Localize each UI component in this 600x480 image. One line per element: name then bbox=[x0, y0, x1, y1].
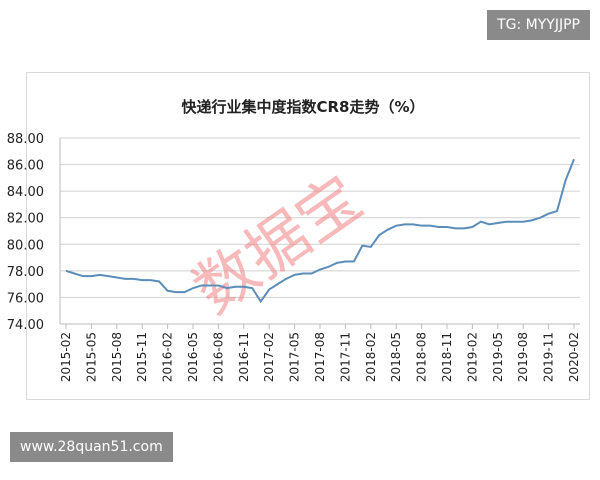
x-tick-label: 2017-02 bbox=[262, 332, 276, 382]
watermark-tg: TG: MYYJJPP bbox=[487, 10, 590, 40]
x-tick-label: 2018-05 bbox=[389, 332, 403, 382]
y-tick-label: 80.00 bbox=[7, 238, 44, 253]
y-tick-label: 88.00 bbox=[7, 132, 44, 147]
x-tick-label: 2018-02 bbox=[364, 332, 378, 382]
y-tick-label: 78.00 bbox=[7, 265, 44, 280]
chart-title: 快递行业集中度指数CR8走势（%） bbox=[181, 98, 424, 116]
y-tick-label: 82.00 bbox=[7, 212, 44, 227]
x-tick-label: 2017-05 bbox=[288, 332, 302, 382]
x-tick-label: 2019-05 bbox=[491, 332, 505, 382]
y-tick-label: 84.00 bbox=[7, 185, 44, 200]
x-tick-label: 2015-02 bbox=[59, 332, 73, 382]
watermark-site: www.28quan51.com bbox=[10, 432, 173, 462]
x-tick-label: 2015-05 bbox=[84, 332, 98, 382]
x-tick-label: 2015-11 bbox=[135, 332, 149, 382]
y-tick-label: 86.00 bbox=[7, 159, 44, 174]
x-tick-label: 2016-05 bbox=[186, 332, 200, 382]
chart-frame bbox=[26, 72, 590, 400]
x-tick-label: 2019-11 bbox=[542, 332, 556, 382]
x-tick-label: 2017-11 bbox=[338, 332, 352, 382]
series-line bbox=[65, 158, 575, 304]
y-tick-label: 76.00 bbox=[7, 291, 44, 306]
x-tick-label: 2018-08 bbox=[415, 332, 429, 382]
x-tick-label: 2019-02 bbox=[465, 332, 479, 382]
x-tick-label: 2017-08 bbox=[313, 332, 327, 382]
x-tick-label: 2015-08 bbox=[110, 332, 124, 382]
x-tick-label: 2016-02 bbox=[161, 332, 175, 382]
x-tick-label: 2020-02 bbox=[567, 332, 581, 382]
x-tick-label: 2019-08 bbox=[516, 332, 530, 382]
y-tick-label: 74.00 bbox=[7, 318, 44, 333]
x-tick-label: 2016-08 bbox=[211, 332, 225, 382]
x-tick-label: 2016-11 bbox=[237, 332, 251, 382]
x-tick-label: 2018-11 bbox=[440, 332, 454, 382]
